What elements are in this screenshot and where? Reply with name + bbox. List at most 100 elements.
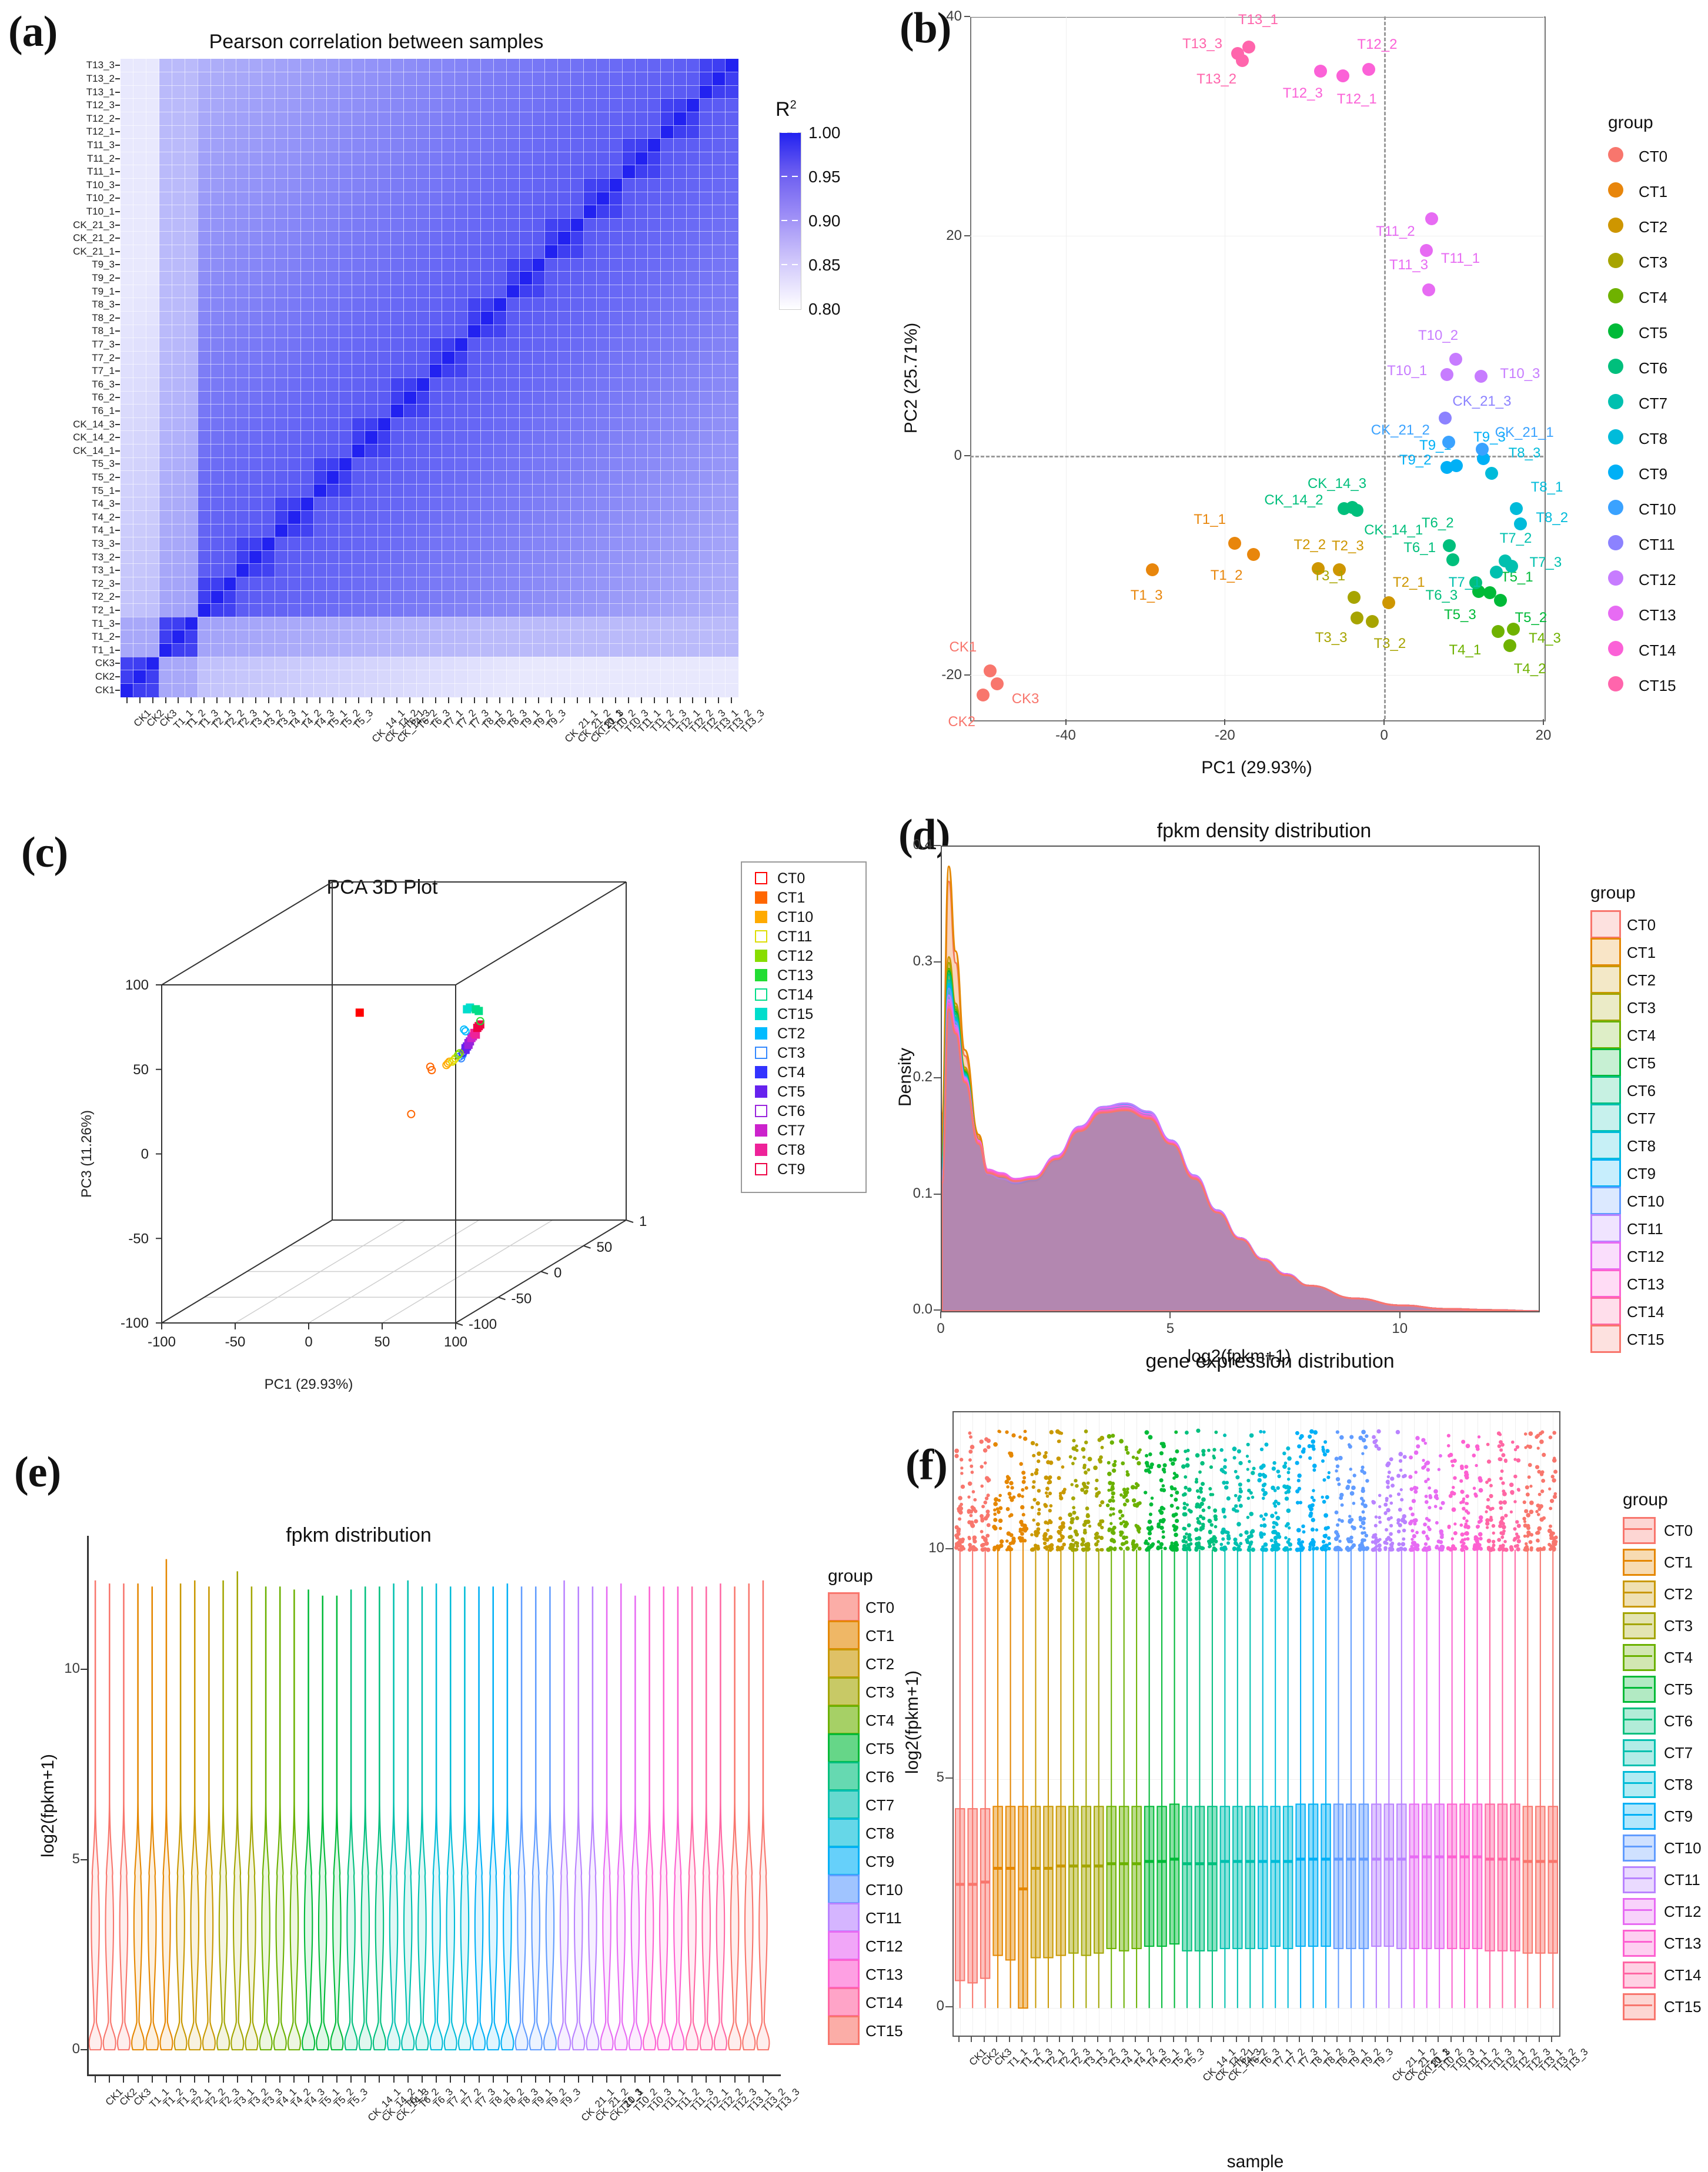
heatmap-cell [661, 378, 674, 392]
outlier-point [1315, 1528, 1318, 1531]
heatmap-cell [687, 511, 700, 524]
outlier-point [1323, 1452, 1327, 1456]
heatmap-cell [210, 85, 223, 99]
outlier-point [1346, 1537, 1351, 1541]
y-tick-label: 0.4 [891, 837, 932, 853]
heatmap-cell [223, 139, 236, 152]
heatmap-cell [712, 417, 725, 431]
heatmap-cell [121, 85, 133, 99]
axis-tick [81, 2049, 88, 2050]
heatmap-cell [506, 445, 519, 458]
heatmap-cell [416, 497, 429, 511]
outlier-point [1341, 1503, 1344, 1507]
axis-tick [190, 697, 192, 703]
heatmap-cell [571, 165, 584, 179]
heatmap-cell [622, 497, 635, 511]
heatmap-cell [159, 218, 172, 232]
heatmap-cell [442, 338, 455, 352]
heatmap-cell [493, 72, 506, 86]
heatmap-cell [403, 218, 416, 232]
heatmap-cell [313, 178, 326, 192]
heatmap-cell [210, 365, 223, 378]
legend-label-ct3: CT3 [1627, 999, 1656, 1017]
heatmap-cell [198, 311, 210, 325]
heatmap-cell [493, 537, 506, 551]
heatmap-cell [313, 590, 326, 604]
outlier-point [1502, 1492, 1507, 1496]
heatmap-cell [571, 590, 584, 604]
heatmap-cell [674, 272, 687, 285]
heatmap-cell [455, 311, 468, 325]
heatmap-cell [326, 205, 339, 219]
outlier-point [1148, 1435, 1153, 1439]
axis-tick [964, 455, 970, 456]
axis-label: 100 [125, 977, 149, 993]
outlier-point [1119, 1547, 1123, 1551]
grid-line [121, 85, 738, 86]
heatmap-cell [326, 391, 339, 405]
heatmap-cell [326, 258, 339, 272]
heatmap-cell [262, 590, 275, 604]
outlier-point [1209, 1465, 1213, 1469]
density-plot-area [941, 846, 1540, 1312]
legend-label-ct11: CT11 [1627, 1220, 1663, 1238]
heatmap-cell [687, 232, 700, 245]
heatmap-cell [699, 232, 712, 245]
heatmap-cell [223, 192, 236, 205]
heatmap-cell [262, 497, 275, 511]
heatmap-cell [674, 670, 687, 684]
outlier-point [1037, 1459, 1040, 1463]
outlier-point [1525, 1485, 1529, 1489]
heatmap-cell [198, 417, 210, 431]
pca-point-label: T4_1 [1449, 642, 1481, 659]
outlier-point [1044, 1533, 1047, 1536]
heatmap-cell [300, 165, 313, 179]
heatmap-cell [146, 205, 159, 219]
axis-tick [1399, 1311, 1401, 1318]
heatmap-cell [712, 285, 725, 298]
heatmap-cell [442, 484, 455, 497]
heatmap-cell [481, 431, 494, 445]
heatmap-cell [403, 85, 416, 99]
axis-tick [268, 697, 269, 703]
heatmap-cell [159, 258, 172, 272]
heatmap-cell [661, 178, 674, 192]
heatmap-cell [622, 192, 635, 205]
outlier-point [1349, 1468, 1352, 1471]
heatmap-cell [506, 152, 519, 165]
heatmap-cell [339, 85, 352, 99]
legend-label-ct5: CT5 [777, 1084, 805, 1101]
axis-tick [512, 697, 513, 703]
heatmap-cell [712, 391, 725, 405]
heatmap-cell [609, 431, 622, 445]
outlier-point [1451, 1537, 1454, 1540]
heatmap-cell [532, 311, 545, 325]
heatmap-cell [262, 152, 275, 165]
outlier-point [1498, 1444, 1502, 1448]
outlier-point [980, 1485, 984, 1488]
outlier-point [1492, 1548, 1495, 1551]
heatmap-cell [365, 85, 378, 99]
heatmap-cell [468, 577, 481, 591]
box [1258, 1806, 1267, 1949]
outlier-point [1100, 1548, 1104, 1552]
violin-shape [459, 1587, 471, 2050]
heatmap-cell [429, 272, 442, 285]
outlier-point [1031, 1473, 1034, 1476]
heatmap-cell [481, 152, 494, 165]
heatmap-cell [300, 272, 313, 285]
heatmap-cell [313, 125, 326, 139]
heatmap-cell [249, 245, 262, 258]
y-tick-label: 40 [925, 8, 962, 25]
heatmap-cell [121, 431, 133, 445]
heatmap-cell [146, 511, 159, 524]
box [1435, 1804, 1443, 1949]
outlier-point [968, 1546, 972, 1549]
heatmap-cell [661, 285, 674, 298]
outlier-point [1149, 1502, 1154, 1506]
heatmap-cell [313, 417, 326, 431]
heatmap-cell [596, 245, 609, 258]
heatmap-cell [210, 205, 223, 219]
heatmap-cell [249, 405, 262, 418]
heatmap-cell [185, 431, 198, 445]
